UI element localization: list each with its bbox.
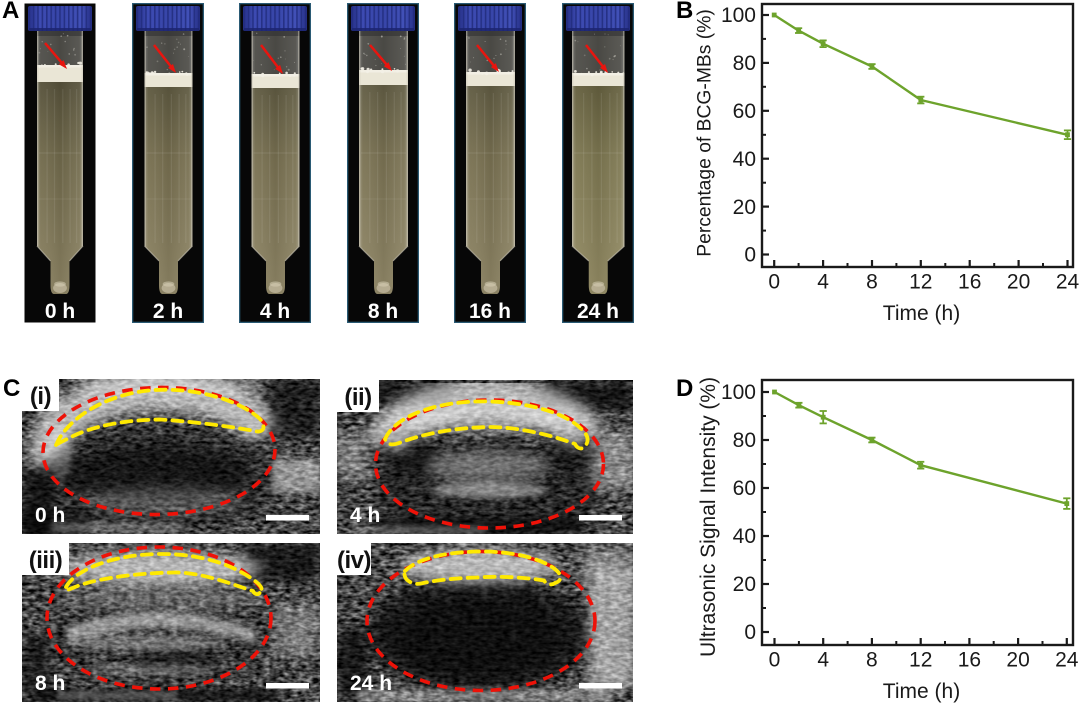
svg-text:4: 4	[817, 271, 829, 294]
svg-text:4 h: 4 h	[350, 504, 380, 527]
svg-text:8 h: 8 h	[367, 300, 397, 323]
svg-text:100: 100	[721, 381, 756, 404]
svg-text:(ii): (ii)	[344, 384, 371, 411]
svg-text:Percentage of BCG-MBs (%): Percentage of BCG-MBs (%)	[695, 9, 716, 257]
svg-text:40: 40	[733, 525, 756, 548]
svg-text:16: 16	[958, 649, 981, 672]
svg-text:24 h: 24 h	[576, 300, 618, 323]
svg-text:16 h: 16 h	[469, 300, 511, 323]
svg-text:12: 12	[909, 649, 932, 672]
svg-text:(i): (i)	[30, 383, 51, 410]
svg-text:2 h: 2 h	[152, 300, 182, 323]
svg-text:20: 20	[733, 196, 756, 219]
svg-text:0: 0	[768, 271, 780, 294]
svg-text:24: 24	[1056, 271, 1080, 294]
svg-text:0: 0	[744, 621, 756, 644]
svg-text:0: 0	[744, 244, 756, 267]
svg-text:40: 40	[733, 148, 756, 171]
svg-text:20: 20	[1007, 271, 1030, 294]
svg-text:0: 0	[769, 649, 781, 672]
svg-text:4: 4	[817, 649, 829, 672]
svg-text:12: 12	[909, 271, 932, 294]
svg-text:80: 80	[733, 52, 756, 75]
svg-text:20: 20	[1006, 649, 1029, 672]
svg-text:4 h: 4 h	[260, 300, 290, 323]
svg-text:(iii): (iii)	[29, 547, 63, 574]
svg-text:80: 80	[733, 429, 756, 452]
svg-text:16: 16	[958, 271, 981, 294]
svg-text:(iv): (iv)	[337, 547, 371, 574]
svg-text:Time (h): Time (h)	[883, 302, 960, 325]
svg-text:60: 60	[733, 477, 756, 500]
svg-text:100: 100	[721, 4, 756, 27]
svg-text:24: 24	[1055, 649, 1079, 672]
svg-text:Ultrasonic Signal Intensity (%: Ultrasonic Signal Intensity (%)	[697, 377, 720, 657]
svg-text:60: 60	[733, 100, 756, 123]
svg-text:20: 20	[733, 573, 756, 596]
svg-text:24 h: 24 h	[350, 672, 392, 695]
svg-text:0 h: 0 h	[45, 300, 75, 323]
svg-text:8: 8	[866, 649, 878, 672]
svg-text:Time (h): Time (h)	[883, 680, 960, 703]
svg-text:0 h: 0 h	[35, 504, 65, 527]
svg-text:8: 8	[866, 271, 878, 294]
svg-text:8 h: 8 h	[35, 672, 65, 695]
